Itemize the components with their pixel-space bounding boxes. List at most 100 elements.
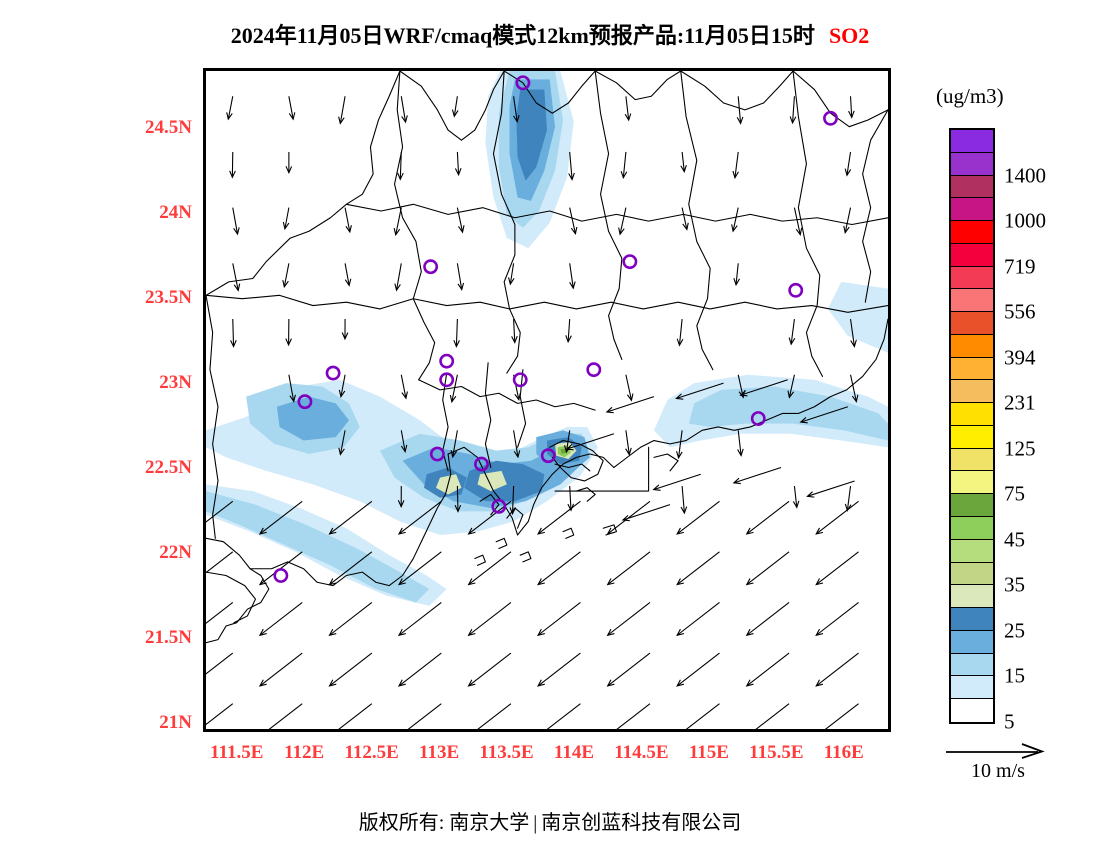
map-boundary-line-16 [518,370,526,448]
wind-vector [401,375,407,398]
city-marker[interactable] [824,112,836,124]
wind-vector [399,704,441,729]
colorbar-band-231 [951,380,993,403]
wind-vector [345,208,351,232]
so2-concentration-region-4 [828,282,888,353]
wind-vector [206,704,233,729]
colorbar-band-640 [951,267,993,290]
wind-vector [454,319,460,347]
colorbar-band-470 [951,312,993,335]
city-marker[interactable] [514,374,526,386]
footer-copyright-text: 版权所有: 南京大学 [359,812,530,834]
map-boundary-line-6 [395,71,435,380]
wind-vector [849,96,855,117]
map-boundary-line-0 [206,71,400,295]
wind-vector [621,152,627,178]
wind-vector [816,501,858,534]
map-plot-area[interactable] [203,68,891,732]
map-boundary-line-4 [681,71,793,110]
city-marker[interactable] [588,364,600,376]
colorbar-tick-231: 231 [1004,391,1036,416]
x-axis-tick-111.5E: 111.5E [210,742,263,764]
wind-vector [747,704,789,729]
city-marker[interactable] [441,355,453,367]
colorbar-band-2000 [951,130,993,153]
wind-vector [623,505,670,521]
wind-vector [233,208,239,234]
wind-vector [790,96,796,123]
wind-vector [260,602,302,635]
wind-vector [816,653,858,686]
y-axis-tick-22N: 22N [60,542,192,564]
wind-vector [619,208,626,235]
colorbar-band-25 [951,608,993,631]
colorbar-tick-25: 25 [1004,618,1025,643]
x-axis-tick-116E: 116E [824,742,864,764]
city-marker[interactable] [624,256,636,268]
wind-vector [395,263,401,290]
wind-vector [793,486,799,507]
map-canvas [206,71,888,729]
city-marker[interactable] [424,261,436,273]
map-boundary-line-34 [520,552,531,562]
y-axis-tick-24.5N: 24.5N [60,117,192,139]
x-axis-tick-115.5E: 115.5E [749,742,803,764]
footer-company-text: 南京创蓝科技有限公司 [541,812,741,834]
city-marker[interactable] [327,367,339,379]
wind-vector [283,263,289,286]
y-axis-tick-23.5N: 23.5N [60,287,192,309]
colorbar-band-394 [951,335,993,358]
map-boundary-line-29 [654,454,678,471]
wind-vector [677,704,719,729]
wind-vector [626,375,633,401]
wind-vector [626,430,632,454]
x-axis-tick-113E: 113E [419,742,459,764]
x-axis-tick-114E: 114E [554,742,594,764]
colorbar-band-60 [951,494,993,517]
wind-vector [738,430,744,455]
colorbar-band-40 [951,540,993,563]
wind-vector [570,263,576,288]
colorbar-tick-75: 75 [1004,482,1025,507]
wind-vector [342,319,348,339]
y-axis-tick-23N: 23N [60,372,192,394]
y-axis-tick-24N: 24N [60,202,192,224]
wind-vector [330,501,372,534]
colorbar-band-1400 [951,153,993,176]
wind-vector [330,653,372,686]
wind-vector [682,208,688,230]
colorbar-band-30 [951,585,993,608]
wind-vector [230,152,236,177]
wind-vector [844,208,851,233]
colorbar-units-label: (ug/m3) [936,84,1004,109]
wind-vector [734,263,740,285]
wind-vector [345,263,351,285]
colorbar-band-15 [951,654,993,677]
wind-vector [816,602,858,635]
wind-vector [608,602,650,635]
colorbar-band-20 [951,631,993,654]
wind-vector [845,486,851,511]
wind-vector [654,474,701,490]
colorbar-tick-15: 15 [1004,664,1025,689]
city-marker[interactable] [275,569,287,581]
wind-vector [538,501,580,534]
colorbar-tick-5: 5 [1004,710,1015,735]
wind-vector [737,96,743,123]
wind-vector [283,208,289,229]
city-marker[interactable] [790,284,802,296]
map-boundary-line-3 [595,71,681,100]
title-species: SO2 [829,23,869,48]
colorbar-band-860 [951,221,993,244]
colorbar-band-100 [951,449,993,472]
colorbar-tick-1000: 1000 [1004,209,1046,234]
forecast-map-page: 2024年11月05日WRF/cmaq模式12km预报产品:11月05日15时 S… [0,0,1100,850]
wind-vector [608,704,650,729]
colorbar-band-35 [951,563,993,586]
wind-vector [289,96,295,119]
colorbar[interactable] [949,128,995,724]
colorbar-band-75 [951,471,993,494]
colorbar-tick-394: 394 [1004,345,1036,370]
colorbar-tick-45: 45 [1004,527,1025,552]
wind-vector [231,319,237,347]
